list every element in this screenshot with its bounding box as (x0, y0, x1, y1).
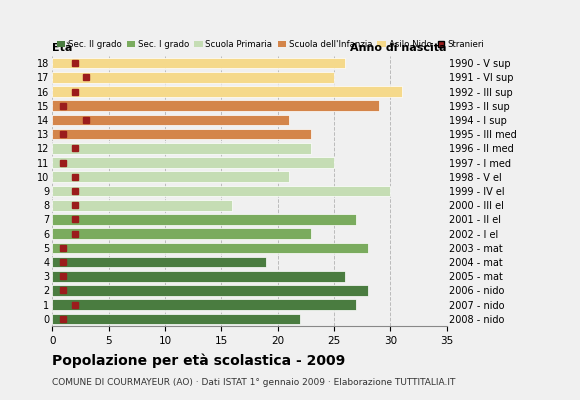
Bar (52, 285, 368, 296)
Bar (52, 58, 345, 68)
Bar (52, 228, 311, 239)
Bar (52, 100, 379, 111)
Text: Età: Età (52, 43, 72, 53)
Text: Anno di nascita: Anno di nascita (350, 43, 447, 53)
Bar (52, 143, 311, 154)
Bar (52, 157, 334, 168)
Bar (52, 257, 266, 267)
Bar (52, 72, 334, 83)
Bar (52, 172, 289, 182)
Text: COMUNE DI COURMAYEUR (AO) · Dati ISTAT 1° gennaio 2009 · Elaborazione TUTTITALIA: COMUNE DI COURMAYEUR (AO) · Dati ISTAT 1… (52, 378, 455, 387)
Bar (52, 86, 401, 97)
Bar (52, 314, 300, 324)
Bar (52, 214, 357, 225)
Bar (52, 242, 368, 253)
Bar (52, 186, 390, 196)
Legend: Sec. II grado, Sec. I grado, Scuola Primaria, Scuola dell'Infanzia, Asilo Nido, : Sec. II grado, Sec. I grado, Scuola Prim… (56, 40, 484, 49)
Text: Popolazione per età scolastica - 2009: Popolazione per età scolastica - 2009 (52, 354, 346, 368)
Bar (52, 271, 345, 282)
Bar (52, 129, 311, 140)
Bar (52, 299, 357, 310)
Bar (52, 115, 289, 125)
Bar (52, 200, 233, 210)
